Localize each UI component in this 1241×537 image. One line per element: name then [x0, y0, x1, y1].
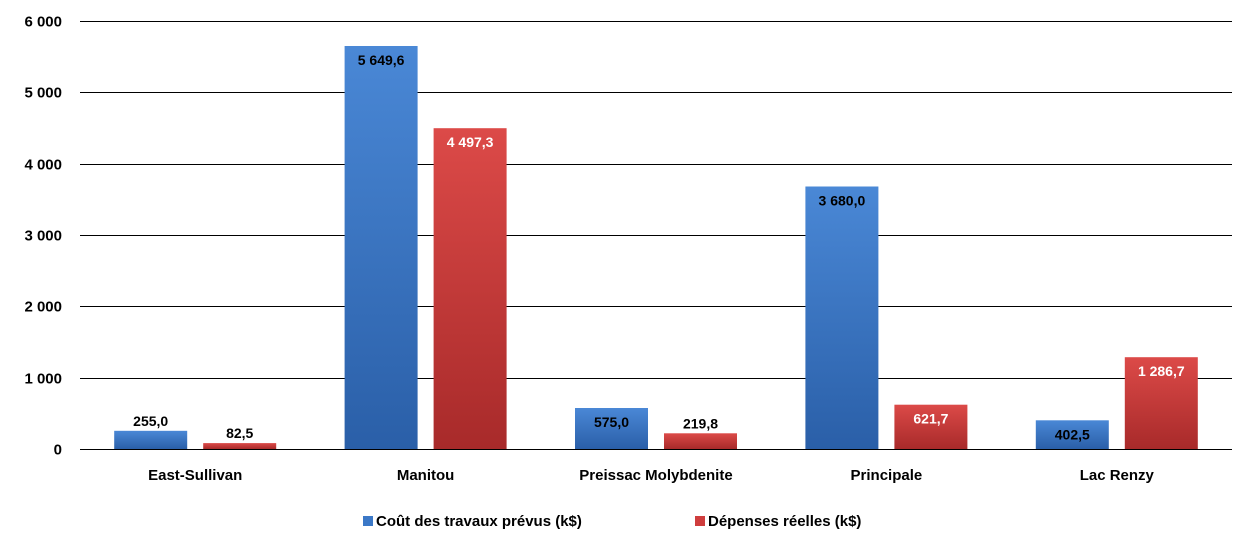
- gridlines: [80, 21, 1232, 450]
- y-tick-label: 5 000: [24, 85, 62, 102]
- y-axis-ticks: 0 1 000 2 000 3 000 4 000 5 000 6 000: [24, 14, 62, 459]
- legend-swatch: [695, 516, 705, 526]
- data-label: 219,8: [683, 415, 718, 431]
- y-tick-label: 1 000: [24, 371, 62, 388]
- bars: [114, 46, 1198, 449]
- bar: [433, 128, 507, 449]
- y-tick-label: 0: [54, 442, 62, 459]
- x-axis-categories: East-Sullivan Manitou Preissac Molybdenite…: [148, 467, 1154, 484]
- bar: [344, 46, 418, 449]
- x-category-label: Lac Renzy: [1080, 467, 1155, 484]
- data-labels: 255,0 82,5 5 649,6 4 497,3 575,0 219,8 3 680,0…: [133, 52, 1185, 442]
- data-label: 255,0: [133, 413, 168, 429]
- data-label: 5 649,6: [358, 52, 405, 68]
- data-label: 402,5: [1055, 426, 1090, 442]
- bar: [805, 186, 879, 449]
- x-category-label: Principale: [851, 467, 923, 484]
- bar: [114, 430, 188, 449]
- data-label: 621,7: [913, 411, 948, 427]
- bar: [1124, 357, 1198, 449]
- legend-label: Coût des travaux prévus (k$): [376, 513, 582, 530]
- data-label: 3 680,0: [819, 193, 866, 209]
- data-label: 4 497,3: [447, 134, 494, 150]
- data-label: 1 286,7: [1138, 363, 1185, 379]
- bar: [203, 443, 277, 449]
- bar: [894, 404, 968, 449]
- bar: [1035, 420, 1109, 449]
- data-label: 82,5: [226, 425, 253, 441]
- data-label: 575,0: [594, 414, 629, 430]
- y-tick-label: 4 000: [24, 157, 62, 174]
- legend-swatch: [363, 516, 373, 526]
- y-tick-label: 3 000: [24, 228, 62, 245]
- y-tick-label: 6 000: [24, 14, 62, 31]
- x-category-label: East-Sullivan: [148, 467, 242, 484]
- legend: Coût des travaux prévus (k$) Dépenses rée…: [363, 513, 861, 530]
- bar: [575, 408, 648, 449]
- x-category-label: Manitou: [397, 467, 455, 484]
- bar: [664, 433, 737, 449]
- legend-label: Dépenses réelles (k$): [708, 513, 861, 530]
- x-category-label: Preissac Molybdenite: [579, 467, 732, 484]
- y-tick-label: 2 000: [24, 299, 62, 316]
